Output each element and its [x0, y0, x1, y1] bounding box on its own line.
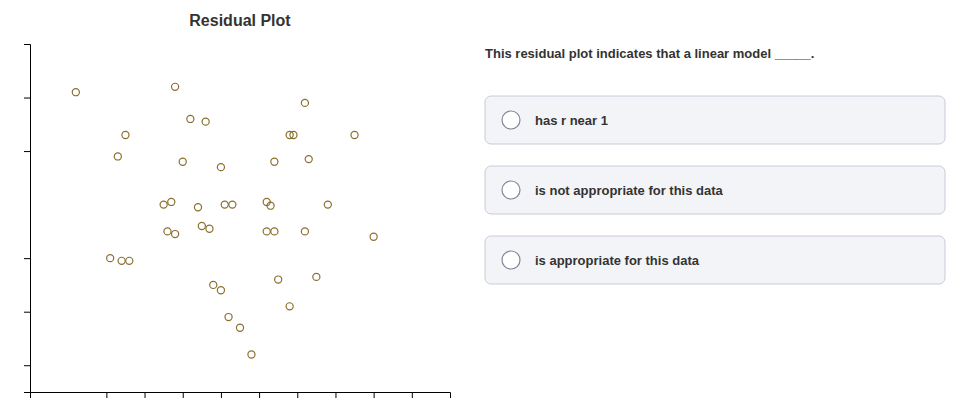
radio-button[interactable] — [502, 181, 520, 199]
point — [221, 201, 228, 208]
point — [206, 225, 213, 232]
point — [172, 230, 179, 237]
choice[interactable]: is not appropriate for this data — [485, 166, 945, 214]
point — [236, 324, 243, 331]
chart: Residual Plot This residual plot indicate… — [0, 0, 963, 416]
point — [179, 158, 186, 165]
tick — [221, 392, 222, 398]
point — [313, 273, 320, 280]
point — [286, 303, 293, 310]
point — [267, 202, 274, 209]
y-axis — [24, 45, 31, 393]
tick — [24, 365, 30, 366]
tick — [297, 392, 298, 398]
choice-box[interactable] — [485, 236, 945, 284]
point — [118, 257, 125, 264]
tick-mark — [106, 392, 107, 398]
radio-button[interactable] — [502, 251, 520, 269]
tick — [374, 392, 375, 398]
tick — [24, 151, 30, 152]
tick-mark — [297, 392, 298, 398]
tick-mark — [24, 312, 30, 313]
point — [172, 83, 179, 90]
points — [72, 83, 377, 358]
choice-label[interactable]: has r near 1 — [535, 113, 608, 128]
point — [263, 228, 270, 235]
point — [301, 99, 308, 106]
point — [271, 228, 278, 235]
point — [114, 153, 121, 160]
point — [305, 156, 312, 163]
tick-mark — [221, 392, 222, 398]
axis-line — [31, 393, 451, 399]
tick — [24, 258, 30, 259]
tick-mark — [374, 392, 375, 398]
point — [194, 204, 201, 211]
point — [225, 313, 232, 320]
axis-line — [24, 45, 31, 393]
title: Residual Plot — [189, 12, 291, 29]
tick-mark — [183, 392, 184, 398]
point — [187, 115, 194, 122]
tick — [24, 312, 30, 313]
point — [160, 201, 167, 208]
point — [324, 201, 331, 208]
point — [370, 233, 377, 240]
tick-mark — [24, 365, 30, 366]
radio-button[interactable] — [502, 111, 520, 129]
tick — [335, 392, 336, 398]
question: This residual plot indicates that a line… — [485, 46, 814, 61]
point — [164, 228, 171, 235]
choice-box[interactable] — [485, 166, 945, 214]
tick-mark — [412, 392, 413, 398]
point — [217, 164, 224, 171]
tick-mark — [145, 392, 146, 398]
point — [301, 228, 308, 235]
tick — [24, 98, 30, 99]
point — [290, 131, 297, 138]
tick-mark — [24, 258, 30, 259]
point — [229, 201, 236, 208]
point — [198, 222, 205, 229]
point — [168, 198, 175, 205]
tick-mark — [259, 392, 260, 398]
tick-mark — [335, 392, 336, 398]
point — [351, 131, 358, 138]
tick — [183, 392, 184, 398]
choice-label[interactable]: is not appropriate for this data — [535, 183, 724, 198]
point — [72, 89, 79, 96]
x-axis — [31, 392, 451, 398]
point — [248, 351, 255, 358]
choice[interactable]: is appropriate for this data — [485, 236, 945, 284]
point — [122, 131, 129, 138]
point — [202, 118, 209, 125]
point — [126, 257, 133, 264]
choice-box[interactable] — [485, 96, 945, 144]
tick — [259, 392, 260, 398]
point — [271, 158, 278, 165]
tick — [412, 392, 413, 398]
tick-mark — [24, 151, 30, 152]
point — [217, 287, 224, 294]
tick — [106, 392, 107, 398]
point — [107, 255, 114, 262]
choice-label[interactable]: is appropriate for this data — [535, 253, 700, 268]
point — [210, 281, 217, 288]
choice[interactable]: has r near 1 — [485, 96, 945, 144]
point — [275, 276, 282, 283]
tick — [145, 392, 146, 398]
tick-mark — [24, 98, 30, 99]
